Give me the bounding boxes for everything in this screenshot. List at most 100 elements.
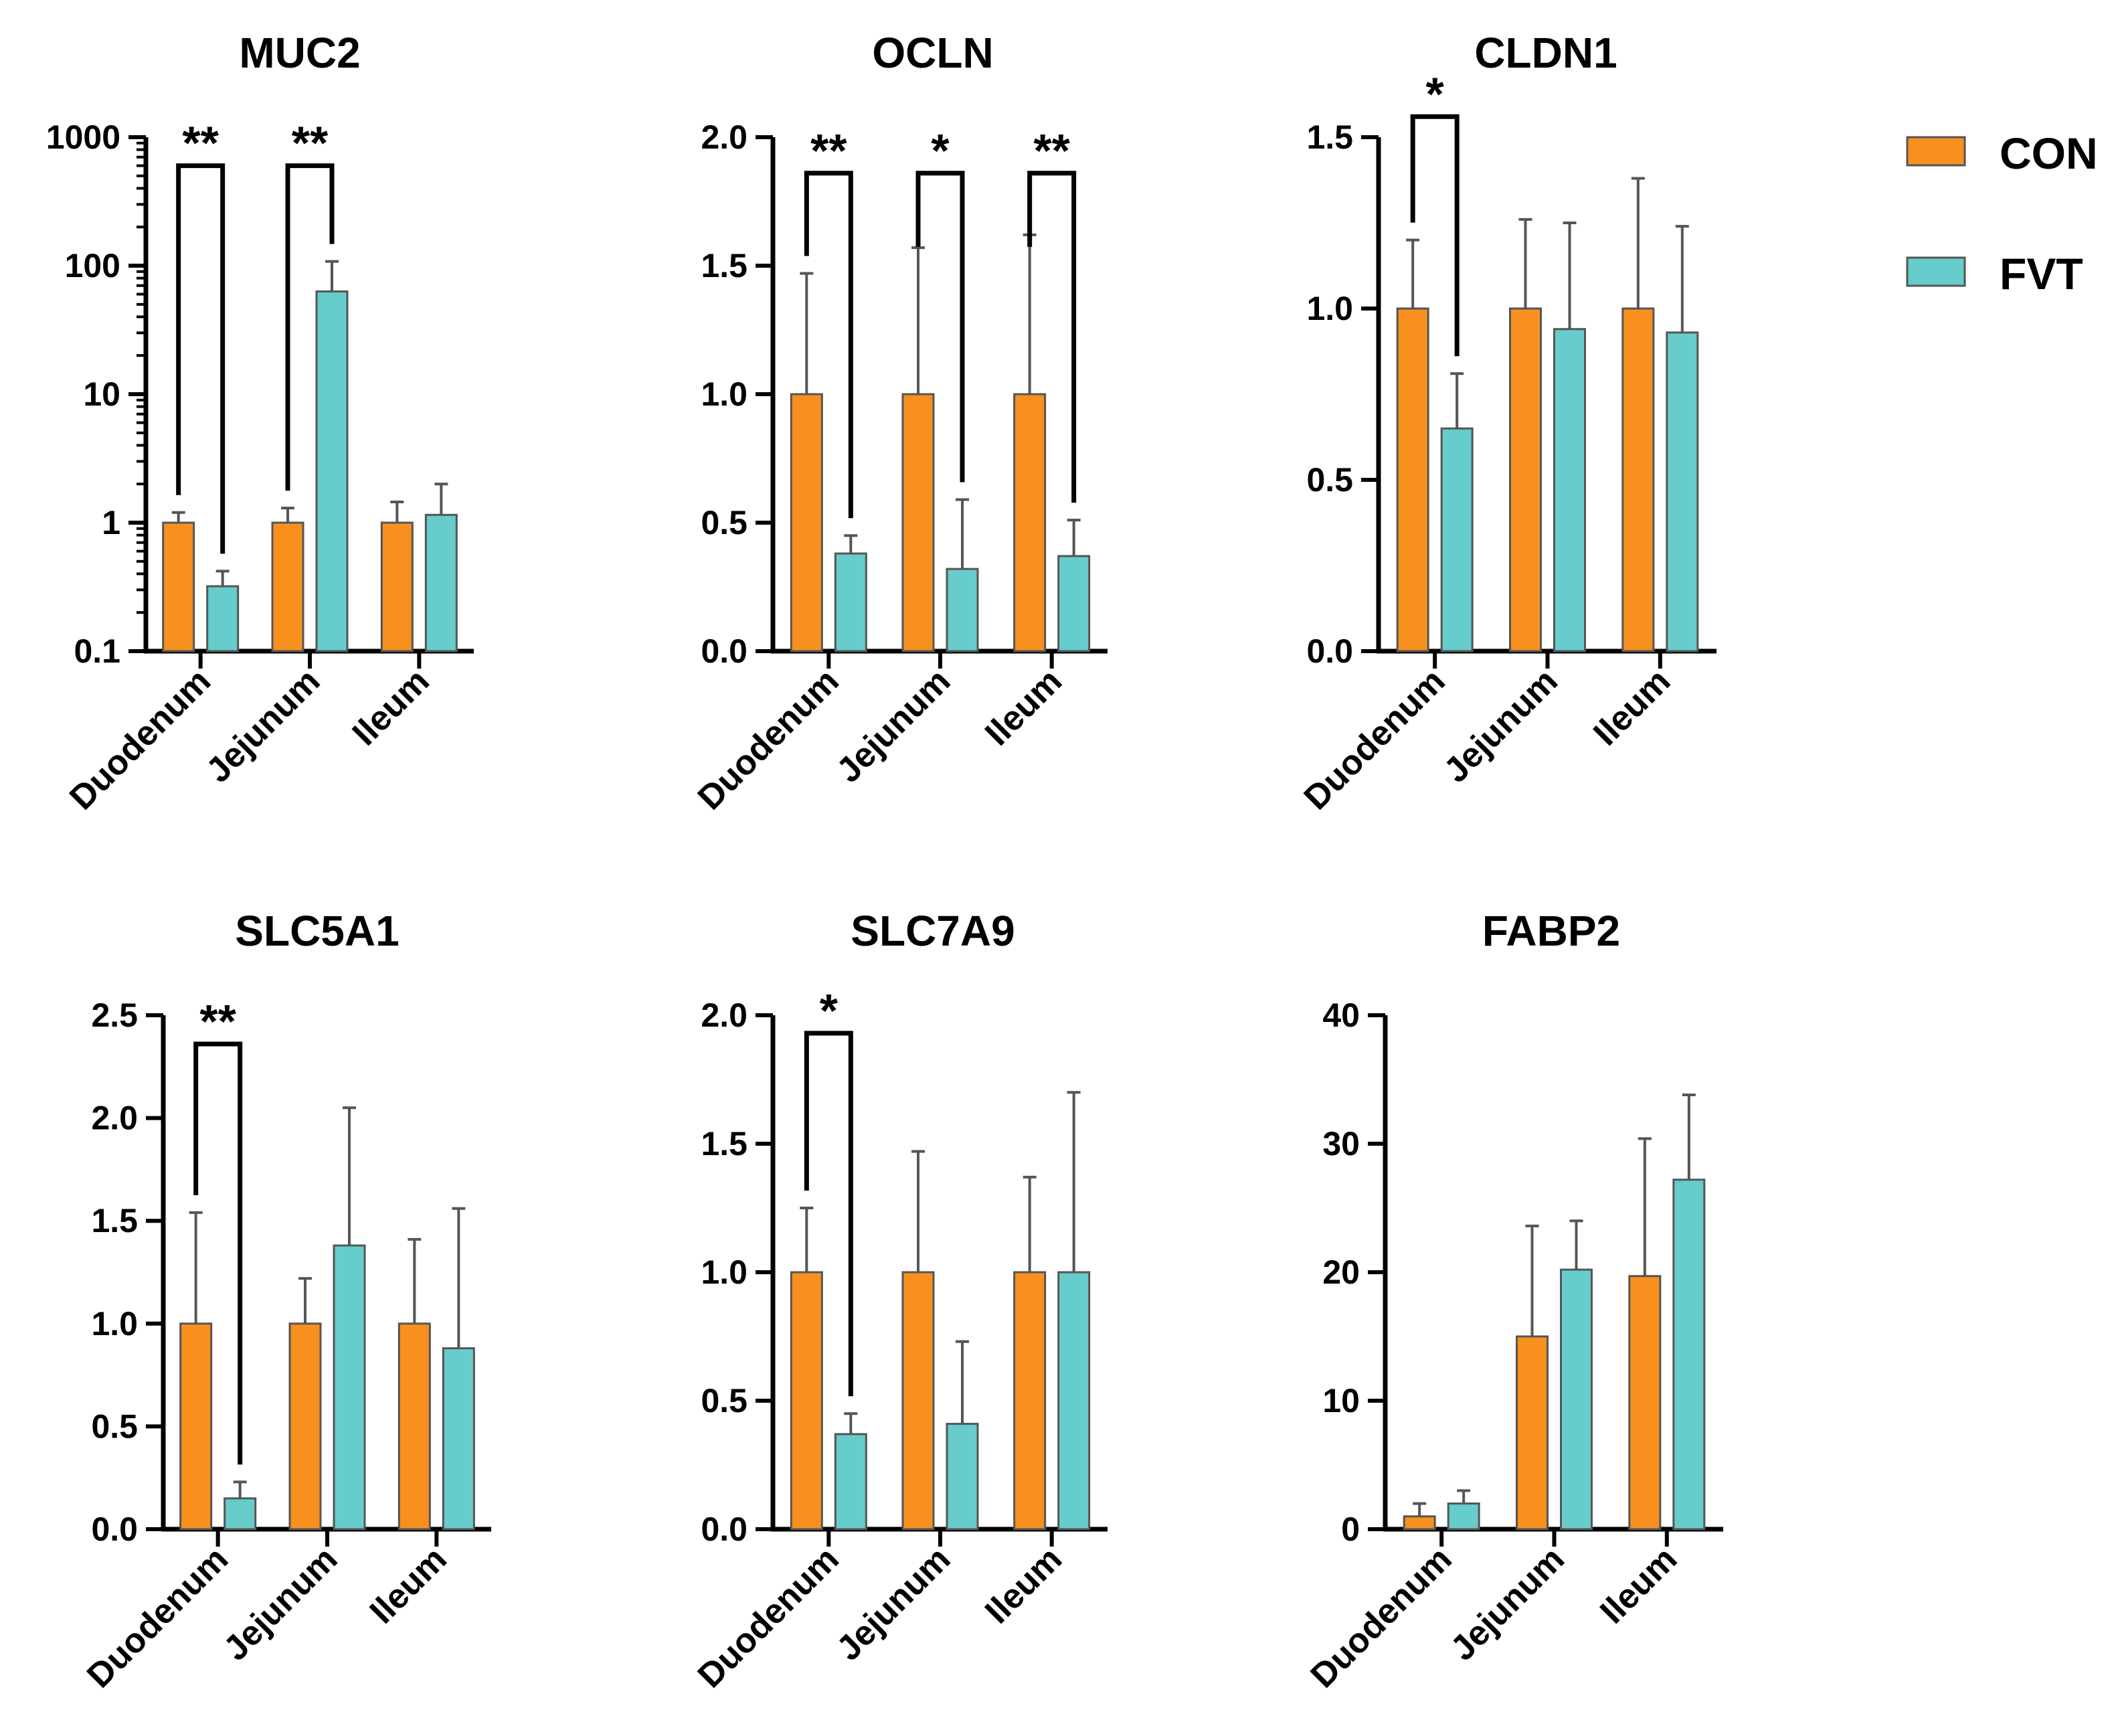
y-tick-label: 1.0	[701, 1253, 747, 1291]
bar-con-jejunum	[288, 1322, 322, 1531]
legend-swatch-con	[1906, 136, 1966, 167]
y-tick-label: 100	[65, 247, 120, 284]
bar-fvt-jejunum	[1553, 328, 1586, 653]
bar-fvt-ileum	[1057, 1271, 1091, 1531]
significance-bracket	[804, 171, 853, 519]
bar-con-ileum	[1621, 307, 1655, 653]
x-tick-label: Jejunum	[1437, 661, 1565, 790]
y-tick-label: 1.5	[701, 1125, 747, 1162]
bar-fvt-ileum	[1057, 555, 1091, 653]
x-tick-label: Jejunum	[1443, 1539, 1572, 1668]
x-tick-label: Jejunum	[829, 661, 958, 790]
y-tick-label: 1.0	[1306, 290, 1353, 327]
x-tick-label: Ileum	[345, 661, 437, 753]
y-tick-label: 1.0	[701, 375, 747, 413]
y-tick-label: 0.0	[701, 1510, 747, 1548]
y-tick-label: 40	[1322, 996, 1360, 1034]
significance-bracket	[804, 1031, 853, 1397]
y-tick-label: 2.0	[91, 1100, 138, 1137]
x-tick-label: Jejunum	[199, 661, 327, 790]
x-tick-label: Duodenum	[691, 661, 847, 817]
bar-con-ileum	[398, 1322, 431, 1531]
bar-con-jejunum	[901, 393, 935, 653]
bar-fvt-duodenum	[206, 585, 240, 653]
bar-con-ileum	[380, 521, 414, 653]
y-tick-label: 1.5	[701, 247, 747, 284]
bar-con-jejunum	[271, 521, 304, 653]
y-tick-label: 0.0	[1306, 632, 1353, 670]
y-tick-label: 1.5	[91, 1202, 138, 1239]
bar-fvt-duodenum	[224, 1497, 257, 1531]
bar-fvt-duodenum	[834, 1433, 867, 1531]
significance-label: **	[810, 124, 847, 177]
chart-title: SLC7A9	[851, 907, 1015, 955]
bar-con-jejunum	[901, 1271, 935, 1531]
y-tick-label: 2.0	[701, 996, 747, 1034]
significance-bracket	[1410, 114, 1460, 357]
y-tick-label: 0.5	[701, 1382, 747, 1419]
bar-fvt-ileum	[424, 513, 458, 653]
y-tick-label: 20	[1322, 1253, 1360, 1291]
bar-fvt-ileum	[1666, 331, 1699, 653]
x-tick-label: Duodenum	[80, 1539, 236, 1695]
x-tick-label: Jejunum	[829, 1539, 958, 1668]
significance-bracket	[915, 171, 965, 483]
bar-fvt-jejunum	[946, 568, 979, 653]
y-tick-label: 0.0	[701, 632, 747, 670]
y-tick-label: 1	[102, 504, 120, 541]
bar-fvt-jejunum	[315, 290, 349, 653]
y-tick-label: 2.0	[701, 118, 747, 156]
significance-bracket	[193, 1041, 243, 1465]
bar-con-duodenum	[179, 1322, 213, 1531]
significance-bracket	[285, 163, 335, 491]
y-tick-label: 10	[1322, 1382, 1360, 1419]
bar-fvt-jejunum	[946, 1423, 979, 1531]
y-tick-label: 0.0	[91, 1510, 138, 1548]
legend-label-fvt: FVT	[2000, 249, 2083, 298]
y-tick-label: 30	[1322, 1125, 1360, 1162]
x-tick-label: Duodenum	[62, 661, 218, 817]
legend-label-con: CON	[2000, 128, 2098, 178]
y-tick-label: 1.0	[91, 1305, 138, 1342]
y-tick-label: 1000	[46, 118, 120, 156]
x-tick-label: Ileum	[1593, 1539, 1684, 1631]
legend: CON FVT	[1906, 128, 2098, 298]
y-tick-label: 0.1	[74, 632, 120, 670]
y-tick-label: 1.5	[1306, 118, 1353, 156]
bar-con-jejunum	[1509, 307, 1542, 653]
significance-label: *	[1426, 68, 1445, 120]
significance-label: **	[199, 995, 236, 1047]
bar-fvt-ileum	[442, 1347, 475, 1531]
bar-con-duodenum	[790, 1271, 823, 1531]
bar-fvt-duodenum	[834, 552, 867, 653]
bar-con-duodenum	[1403, 1515, 1436, 1531]
legend-swatch-fvt	[1906, 256, 1966, 287]
bar-fvt-ileum	[1672, 1179, 1706, 1531]
y-tick-label: 0.5	[1306, 461, 1353, 499]
chart-title: MUC2	[239, 29, 360, 77]
x-tick-label: Ileum	[363, 1539, 454, 1631]
significance-label: *	[820, 984, 839, 1037]
bar-fvt-jejunum	[333, 1244, 366, 1531]
x-tick-label: Duodenum	[691, 1539, 847, 1695]
significance-bracket	[176, 163, 226, 554]
bar-con-ileum	[1628, 1275, 1662, 1531]
significance-label: **	[292, 117, 329, 169]
bar-con-jejunum	[1516, 1335, 1549, 1531]
y-tick-label: 0	[1341, 1510, 1360, 1548]
significance-label: **	[1033, 124, 1070, 177]
bar-fvt-duodenum	[1447, 1502, 1480, 1531]
bar-fvt-duodenum	[1440, 427, 1474, 653]
x-tick-label: Ileum	[978, 1539, 1069, 1631]
bar-con-ileum	[1013, 1271, 1047, 1531]
chart-title: OCLN	[872, 29, 993, 77]
bar-con-duodenum	[1396, 307, 1429, 653]
